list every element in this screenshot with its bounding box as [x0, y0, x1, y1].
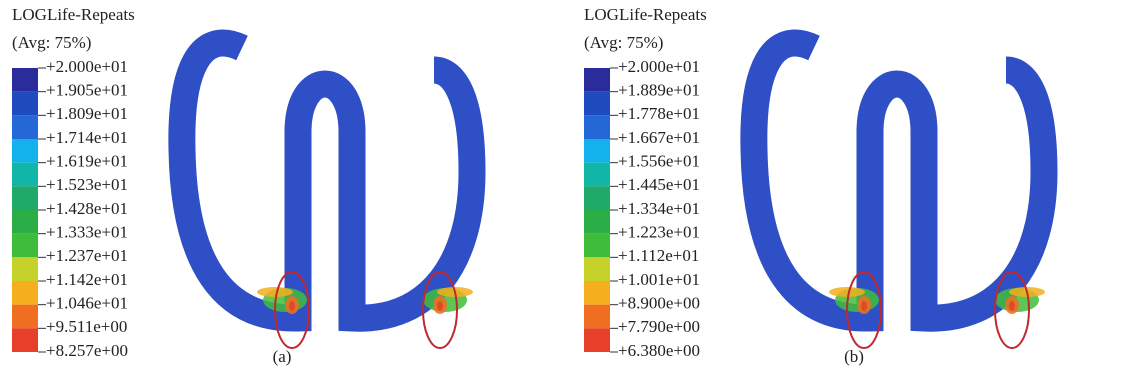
legend-band [12, 92, 38, 116]
legend-label: +6.380e+00 [618, 341, 700, 360]
stress-spot [861, 301, 867, 311]
legend-label: +1.809e+01 [46, 104, 128, 123]
stress-spot [257, 287, 293, 297]
legend-label: +1.889e+01 [618, 81, 700, 100]
legend-label: +1.556e+01 [618, 152, 700, 171]
stress-spot [829, 287, 865, 297]
legend-title: LOGLife-Repeats [12, 5, 135, 24]
legend-band [584, 305, 610, 329]
stress-spot [437, 301, 443, 311]
legend-subtitle: (Avg: 75%) [12, 33, 91, 52]
legend-band [12, 115, 38, 139]
legend-label: +1.237e+01 [46, 246, 128, 265]
legend-label: +1.334e+01 [618, 199, 700, 218]
legend-label: +1.667e+01 [618, 128, 700, 147]
legend-band [12, 163, 38, 187]
legend-band [584, 68, 610, 92]
legend-band [12, 328, 38, 352]
legend-label: +1.905e+01 [46, 81, 128, 100]
legend-label: +1.046e+01 [46, 294, 128, 313]
legend-band [12, 281, 38, 305]
tube [754, 43, 1044, 318]
legend-band [12, 186, 38, 210]
tube [182, 43, 472, 318]
legend-label: +1.619e+01 [46, 152, 128, 171]
legend-label: +8.257e+00 [46, 341, 128, 360]
stress-spot [1009, 301, 1015, 311]
legend-band [584, 92, 610, 116]
legend-subtitle: (Avg: 75%) [584, 33, 663, 52]
legend-band [12, 68, 38, 92]
legend-band [584, 115, 610, 139]
legend-band [12, 257, 38, 281]
legend-label: +1.001e+01 [618, 270, 700, 289]
panel-caption: (a) [273, 347, 292, 366]
legend-label: +8.900e+00 [618, 294, 700, 313]
legend-band [584, 328, 610, 352]
legend-label: +7.790e+00 [618, 317, 700, 336]
legend-band [584, 163, 610, 187]
panel-caption: (b) [844, 347, 864, 366]
legend-band [12, 139, 38, 163]
panel: LOGLife-Repeats (Avg: 75%) +2.000e+01 +1.90… [12, 5, 473, 366]
legend-label: +1.523e+01 [46, 175, 128, 194]
legend-band [584, 281, 610, 305]
legend-band [12, 210, 38, 234]
legend-band [12, 305, 38, 329]
legend-label: +1.714e+01 [46, 128, 128, 147]
legend-band [584, 139, 610, 163]
legend-label: +1.445e+01 [618, 175, 700, 194]
legend-label: +1.778e+01 [618, 104, 700, 123]
legend-band [584, 234, 610, 258]
legend-label: +1.112e+01 [618, 246, 699, 265]
legend-band [12, 234, 38, 258]
legend-label: +1.428e+01 [46, 199, 128, 218]
legend-band [584, 186, 610, 210]
legend-label: +1.223e+01 [618, 223, 700, 242]
panel: LOGLife-Repeats (Avg: 75%) +2.000e+01 +1.88… [584, 5, 1045, 366]
legend-label: +9.511e+00 [46, 317, 127, 336]
figure: LOGLife-Repeats (Avg: 75%) +2.000e+01 +1.90… [0, 0, 1122, 381]
legend-label: +2.000e+01 [46, 57, 128, 76]
legend-label: +1.333e+01 [46, 223, 128, 242]
legend-band [584, 210, 610, 234]
legend-band [584, 257, 610, 281]
legend-label: +1.142e+01 [46, 270, 128, 289]
legend-title: LOGLife-Repeats [584, 5, 707, 24]
stress-spot [289, 301, 295, 311]
legend-label: +2.000e+01 [618, 57, 700, 76]
